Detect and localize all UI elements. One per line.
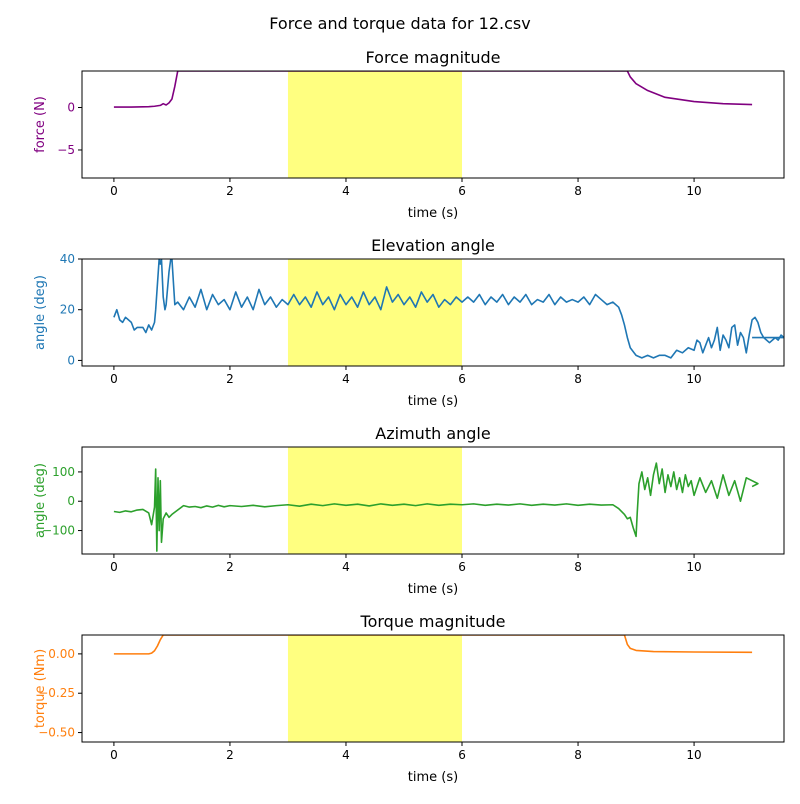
- y-tick-label: 0: [67, 494, 75, 508]
- chart-panel-4: 0 2 4 6 8 10 −0.50 −0.25 0.00 Torque magnitude tim…: [33, 612, 785, 785]
- chart-title: Elevation angle: [371, 236, 495, 255]
- x-tick-label: 6: [458, 748, 466, 762]
- y-tick-label: 0: [67, 353, 75, 367]
- chart-title: Torque magnitude: [360, 612, 506, 631]
- y-tick-label: 20: [60, 303, 75, 317]
- x-tick-label: 8: [574, 560, 582, 574]
- series-line-1: [113, 462, 759, 552]
- x-tick-label: 0: [110, 748, 118, 762]
- x-axis-label: time (s): [408, 770, 458, 785]
- x-tick-label: 0: [110, 372, 118, 386]
- chart-panels: 0 2 4 6 8 10 −5 0 Force magnitude time (s) force (…: [33, 48, 785, 785]
- x-tick-label: 2: [226, 372, 234, 386]
- y-tick-label: −0.25: [38, 686, 75, 700]
- series-line-1: [113, 635, 753, 655]
- y-tick-label: 0: [67, 101, 75, 115]
- highlight-span: [287, 71, 463, 178]
- y-tick-label: −0.50: [38, 726, 75, 740]
- x-axis-label: time (s): [408, 206, 458, 221]
- series-line-1: [113, 71, 753, 108]
- axes-frame: [81, 258, 785, 367]
- y-axis-label: torque (Nm): [33, 649, 48, 728]
- highlight-span: [287, 447, 463, 554]
- x-tick-label: 4: [342, 560, 350, 574]
- chart-panel-3: 0 2 4 6 8 10 −100 0 100 Azimuth angle time (s) angl…: [33, 424, 785, 597]
- y-axis-label: force (N): [33, 96, 48, 153]
- x-tick-label: 6: [458, 372, 466, 386]
- x-tick-label: 8: [574, 372, 582, 386]
- y-axis-label: angle (deg): [33, 463, 48, 538]
- axes-frame: [81, 634, 785, 743]
- y-axis-label: angle (deg): [33, 275, 48, 350]
- x-tick-label: 6: [458, 184, 466, 198]
- chart-panel-2: 0 2 4 6 8 10 0 20 40 Elevation angle time (s) angle…: [33, 236, 785, 409]
- highlight-span: [287, 259, 463, 366]
- series-line-1: [113, 259, 784, 359]
- axes-frame: [81, 70, 785, 179]
- highlight-span: [287, 635, 463, 742]
- x-tick-label: 2: [226, 184, 234, 198]
- x-tick-label: 10: [686, 372, 701, 386]
- x-tick-label: 4: [342, 748, 350, 762]
- x-axis-label: time (s): [408, 582, 458, 597]
- axes-frame: [81, 446, 785, 555]
- x-tick-label: 8: [574, 748, 582, 762]
- x-tick-label: 8: [574, 184, 582, 198]
- x-tick-label: 2: [226, 560, 234, 574]
- chart-panel-1: 0 2 4 6 8 10 −5 0 Force magnitude time (s) force (…: [33, 48, 785, 221]
- x-tick-label: 0: [110, 184, 118, 198]
- x-tick-label: 10: [686, 560, 701, 574]
- x-tick-label: 4: [342, 372, 350, 386]
- y-tick-label: −100: [42, 524, 75, 538]
- x-tick-label: 10: [686, 748, 701, 762]
- y-tick-label: 100: [52, 465, 75, 479]
- chart-title: Force magnitude: [366, 48, 501, 67]
- chart-title: Azimuth angle: [375, 424, 490, 443]
- y-tick-label: 40: [60, 252, 75, 266]
- y-tick-label: 0.00: [48, 647, 75, 661]
- y-tick-label: −5: [57, 143, 75, 157]
- x-axis-label: time (s): [408, 394, 458, 409]
- figure-suptitle: Force and torque data for 12.csv: [269, 14, 530, 33]
- x-tick-label: 0: [110, 560, 118, 574]
- x-tick-label: 10: [686, 184, 701, 198]
- x-tick-label: 6: [458, 560, 466, 574]
- x-tick-label: 2: [226, 748, 234, 762]
- x-tick-label: 4: [342, 184, 350, 198]
